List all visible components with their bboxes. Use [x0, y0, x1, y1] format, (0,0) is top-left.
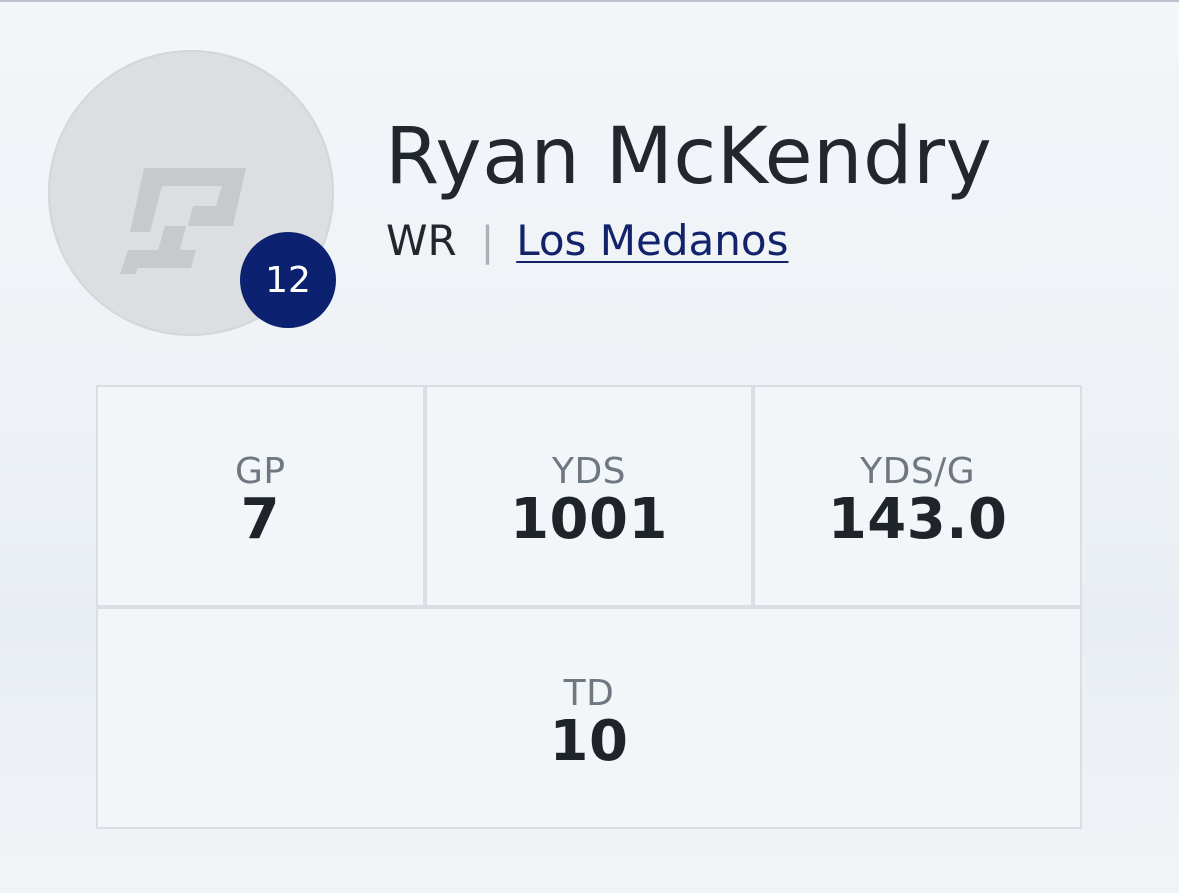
player-name: Ryan McKendry [385, 112, 993, 202]
stat-label: YDS [551, 450, 627, 492]
jersey-number-badge: 12 [240, 232, 336, 328]
stat-label: GP [235, 450, 286, 492]
school-link[interactable]: Los Medanos [516, 216, 789, 265]
placeholder-logo-icon [120, 168, 246, 274]
player-avatar [48, 50, 334, 336]
stat-cell-gp: GP 7 [98, 387, 423, 605]
stat-cell-yds: YDS 1001 [426, 387, 752, 605]
stat-label: TD [563, 672, 615, 714]
separator: | [480, 219, 495, 265]
stat-value: 1001 [510, 487, 668, 553]
stat-value: 143.0 [827, 487, 1008, 553]
position-label: WR [386, 216, 457, 265]
stat-value: 7 [240, 487, 281, 553]
stat-cell-td: TD 10 [98, 609, 1080, 827]
player-subline: WR | Los Medanos [386, 216, 789, 265]
top-divider [0, 0, 1179, 2]
stat-label: YDS/G [860, 450, 976, 492]
stat-value: 10 [549, 709, 629, 775]
stats-grid: GP 7 YDS 1001 YDS/G 143.0 TD 10 [96, 385, 1082, 829]
stat-cell-yds-per-game: YDS/G 143.0 [755, 387, 1080, 605]
